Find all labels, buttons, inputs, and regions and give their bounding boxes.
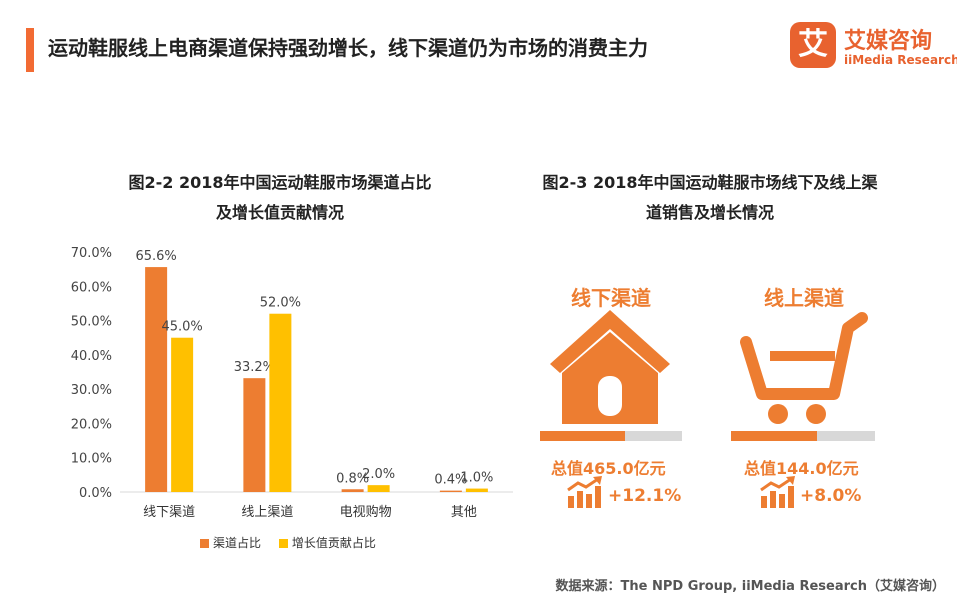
bar-growth — [367, 485, 390, 492]
shopping-cart-icon — [740, 312, 868, 424]
legend-item-share: 渠道占比 — [200, 534, 261, 551]
y-tick-label: 30.0% — [71, 383, 112, 398]
data-label: 52.0% — [260, 296, 301, 311]
online-progress-bar — [731, 431, 875, 441]
logo-mark-icon: 艾 — [790, 22, 836, 68]
house-icon — [550, 310, 670, 424]
growth-chart-icon — [567, 476, 602, 508]
figure-2-title: 图2-3 2018年中国运动鞋服市场线下及线上渠 道销售及增长情况 — [510, 168, 910, 228]
y-tick-label: 0.0% — [79, 486, 112, 501]
title-accent-bar — [26, 28, 34, 72]
data-label: 45.0% — [161, 320, 202, 335]
bar-share — [145, 267, 168, 492]
legend-swatch-share — [200, 539, 209, 548]
legend-label-growth: 增长值贡献占比 — [291, 536, 376, 550]
growth-chart-icon — [760, 476, 795, 508]
x-tick-label: 线下渠道 — [143, 505, 195, 520]
data-label: 33.2% — [234, 360, 275, 375]
bar-share — [341, 489, 364, 492]
bar-share — [243, 378, 266, 492]
legend-label-share: 渠道占比 — [213, 536, 262, 550]
offline-channel-title: 线下渠道 — [571, 286, 651, 310]
brand-logo: 艾 艾媒咨询 iiMedia Research — [790, 22, 957, 72]
offline-growth-rate: +12.1% — [608, 486, 682, 506]
online-progress-fill — [731, 431, 818, 441]
figure-1-title-line-2: 及增长值贡献情况 — [215, 203, 344, 222]
x-tick-label: 线上渠道 — [241, 505, 293, 520]
data-label: 1.0% — [460, 471, 493, 486]
bar-growth — [269, 313, 292, 492]
y-tick-label: 40.0% — [71, 349, 112, 364]
y-tick-label: 20.0% — [71, 417, 112, 432]
online-total-value: 总值144.0亿元 — [744, 459, 859, 478]
bar-growth — [171, 337, 194, 492]
page-title: 运动鞋服线上电商渠道保持强劲增长，线下渠道仍为市场的消费主力 — [48, 36, 648, 60]
data-label: 0.8% — [336, 471, 369, 486]
figure-1-title: 图2-2 2018年中国运动鞋服市场渠道占比 及增长值贡献情况 — [60, 168, 500, 228]
y-tick-label: 70.0% — [71, 246, 112, 261]
bar-share — [439, 490, 462, 492]
offline-progress-fill — [540, 431, 626, 441]
logo-name-cn: 艾媒咨询 — [844, 29, 933, 54]
figure-1-title-line-1: 图2-2 2018年中国运动鞋服市场渠道占比 — [128, 173, 432, 192]
channel-share-bar-chart: 0.0% 10.0% 20.0% 30.0% 40.0% 50.0% 60.0% 70.0% 6… — [71, 246, 513, 520]
bar-growth — [465, 488, 488, 492]
x-tick-label: 电视购物 — [340, 504, 392, 520]
online-growth-rate: +8.0% — [800, 486, 862, 506]
y-tick-label: 50.0% — [71, 315, 112, 330]
legend-item-growth: 增长值贡献占比 — [278, 534, 376, 551]
y-tick-label: 10.0% — [71, 452, 112, 467]
data-label: 65.6% — [135, 249, 176, 264]
logo-name-en: iiMedia Research — [844, 53, 957, 67]
data-source-note: 数据来源：The NPD Group, iiMedia Research（艾媒咨… — [555, 579, 945, 594]
data-label: 2.0% — [362, 467, 395, 482]
figure-2-title-line-2: 道销售及增长情况 — [645, 203, 774, 222]
offline-progress-bar — [540, 431, 682, 441]
chart-legend: 渠道占比 增长值贡献占比 — [200, 534, 390, 551]
x-tick-label: 其他 — [451, 505, 477, 520]
legend-swatch-growth — [278, 539, 288, 548]
offline-total-value: 总值465.0亿元 — [551, 459, 666, 478]
online-channel-title: 线上渠道 — [764, 286, 844, 310]
figure-2-title-line-1: 图2-3 2018年中国运动鞋服市场线下及线上渠 — [542, 173, 878, 192]
data-label: 0.4% — [434, 473, 467, 488]
y-tick-label: 60.0% — [71, 280, 112, 295]
